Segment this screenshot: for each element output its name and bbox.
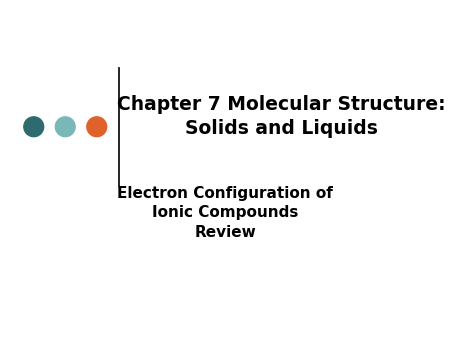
Ellipse shape xyxy=(55,117,75,137)
Ellipse shape xyxy=(87,117,107,137)
Ellipse shape xyxy=(24,117,44,137)
Text: Chapter 7 Molecular Structure:
Solids and Liquids: Chapter 7 Molecular Structure: Solids an… xyxy=(117,95,446,138)
Text: Electron Configuration of
Ionic Compounds
Review: Electron Configuration of Ionic Compound… xyxy=(117,186,333,240)
